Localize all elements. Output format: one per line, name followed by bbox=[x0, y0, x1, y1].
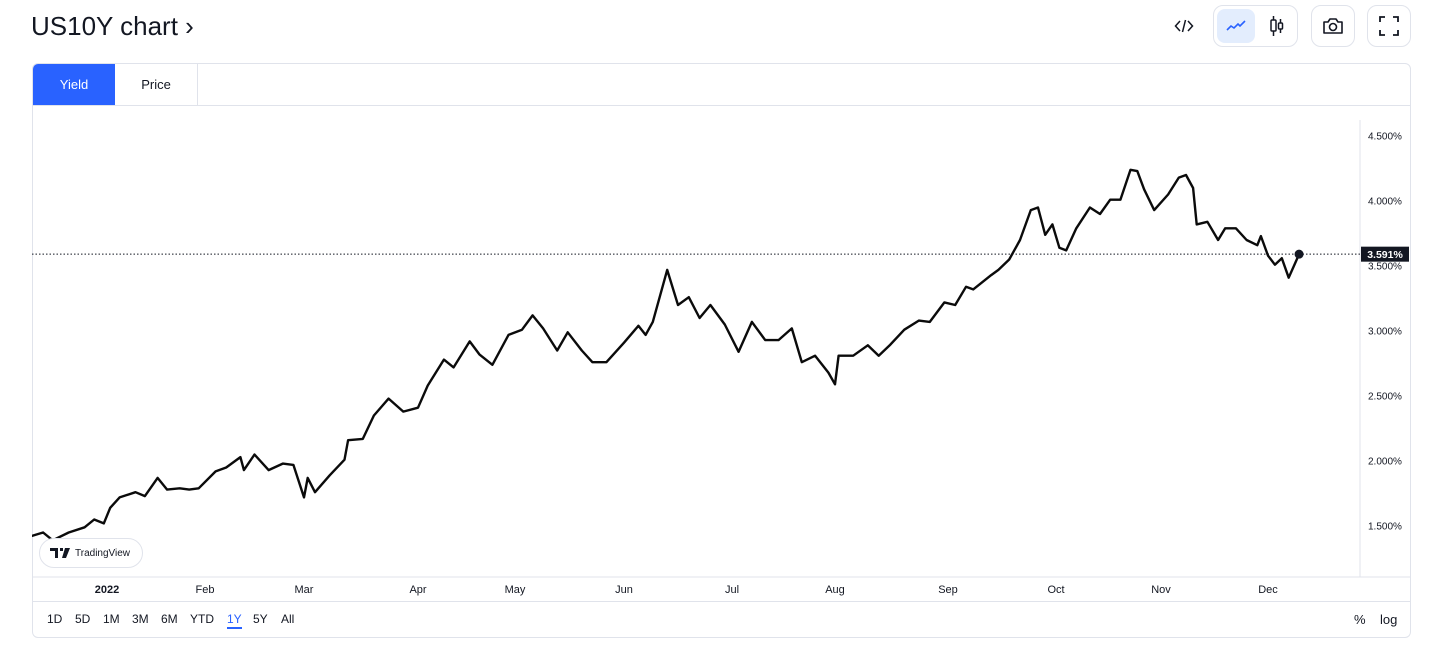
range-bar: 1D 5D 1M 3M 6M YTD 1Y 5Y All % log bbox=[32, 601, 1410, 638]
x-tick-label: Oct bbox=[1047, 584, 1064, 596]
camera-icon[interactable] bbox=[1311, 5, 1355, 47]
chart-type-toggle bbox=[1213, 5, 1298, 47]
range-3m[interactable]: 3M bbox=[132, 612, 149, 626]
x-tick-label: Jun bbox=[615, 584, 633, 596]
x-tick-label: Jul bbox=[725, 584, 739, 596]
tab-yield[interactable]: Yield bbox=[33, 64, 115, 105]
log-scale-toggle[interactable]: log bbox=[1380, 612, 1398, 627]
range-6m[interactable]: 6M bbox=[161, 612, 178, 626]
x-tick-label: 2022 bbox=[95, 584, 119, 596]
y-tick-label: 3.000% bbox=[1368, 327, 1402, 338]
range-1m[interactable]: 1M bbox=[103, 612, 120, 626]
x-tick-label: Feb bbox=[196, 584, 215, 596]
yield-line bbox=[32, 168, 1301, 542]
watermark-label: TradingView bbox=[75, 547, 131, 559]
x-tick-label: Dec bbox=[1258, 584, 1278, 596]
range-all[interactable]: All bbox=[281, 612, 295, 626]
range-5d[interactable]: 5D bbox=[75, 612, 91, 626]
code-icon[interactable] bbox=[1166, 8, 1202, 44]
last-value-label: 3.591% bbox=[1367, 249, 1403, 261]
y-tick-label: 1.500% bbox=[1368, 522, 1402, 533]
y-tick-label: 3.500% bbox=[1368, 262, 1402, 273]
last-value-badge: 3.591% bbox=[1361, 246, 1409, 262]
tradingview-logo-icon bbox=[50, 548, 70, 558]
chart-panel: Yield Price bbox=[32, 63, 1411, 638]
y-tick-label: 4.500% bbox=[1368, 132, 1402, 143]
range-1y[interactable]: 1Y bbox=[227, 612, 242, 629]
y-tick-label: 2.500% bbox=[1368, 392, 1402, 403]
line-chart-icon[interactable] bbox=[1217, 9, 1255, 43]
y-tick-label: 4.000% bbox=[1368, 197, 1402, 208]
fullscreen-icon[interactable] bbox=[1367, 5, 1411, 47]
candlestick-icon[interactable] bbox=[1258, 9, 1296, 43]
x-tick-label: Apr bbox=[409, 584, 426, 596]
range-1d[interactable]: 1D bbox=[47, 612, 63, 626]
last-value-dot bbox=[1294, 249, 1304, 259]
tab-price[interactable]: Price bbox=[115, 64, 198, 105]
x-tick-label: Nov bbox=[1151, 584, 1171, 596]
x-tick-label: Mar bbox=[295, 584, 314, 596]
page-title[interactable]: US10Y chart › bbox=[31, 11, 194, 41]
range-ytd[interactable]: YTD bbox=[190, 612, 214, 626]
percent-scale-toggle[interactable]: % bbox=[1354, 612, 1366, 627]
x-tick-label: Sep bbox=[938, 584, 958, 596]
range-5y[interactable]: 5Y bbox=[253, 612, 268, 626]
tab-bar: Yield Price bbox=[33, 64, 1410, 106]
y-tick-label: 2.000% bbox=[1368, 457, 1402, 468]
x-tick-label: Aug bbox=[825, 584, 845, 596]
yield-chart[interactable]: 1.500% 2.000% 2.500% 3.000% 3.500% 4.000% 4.50… bbox=[32, 104, 1410, 601]
tradingview-watermark[interactable]: TradingView bbox=[39, 538, 143, 568]
x-tick-label: May bbox=[505, 584, 526, 596]
